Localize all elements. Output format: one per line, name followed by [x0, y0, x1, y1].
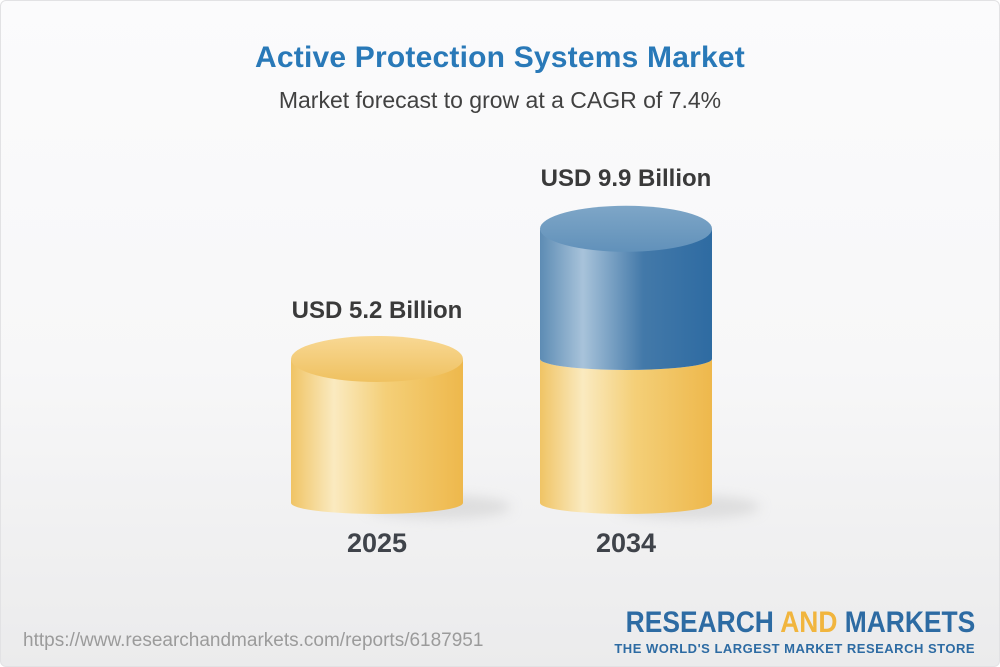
chart-subtitle: Market forecast to grow at a CAGR of 7.4…: [278, 87, 722, 113]
category-label-2025: 2025: [346, 528, 408, 558]
logo-word-and: AND: [779, 606, 838, 639]
bar-segment-2025: [291, 358, 463, 514]
logo-word-markets: MARKETS: [844, 606, 975, 639]
bar-top-2034: [540, 205, 712, 252]
bar-top-2025: [291, 335, 463, 382]
logo-wordmark: RESEARCH AND MARKETS: [625, 608, 975, 638]
value-label-2034: USD 9.9 Billion: [540, 165, 712, 192]
research-and-markets-logo: RESEARCH AND MARKETS THE WORLD'S LARGEST…: [578, 608, 975, 657]
logo-tagline: THE WORLD'S LARGEST MARKET RESEARCH STOR…: [614, 641, 975, 656]
value-label-2025: USD 5.2 Billion: [291, 297, 463, 324]
report-url: https://www.researchandmarkets.com/repor…: [23, 630, 484, 651]
bar-segment-2034: [540, 228, 712, 370]
bar-segment-2034: [540, 358, 712, 514]
chart-title: Active Protection Systems Market: [255, 41, 745, 74]
logo-word-research: RESEARCH: [625, 606, 774, 639]
category-label-2034: 2034: [595, 528, 657, 558]
